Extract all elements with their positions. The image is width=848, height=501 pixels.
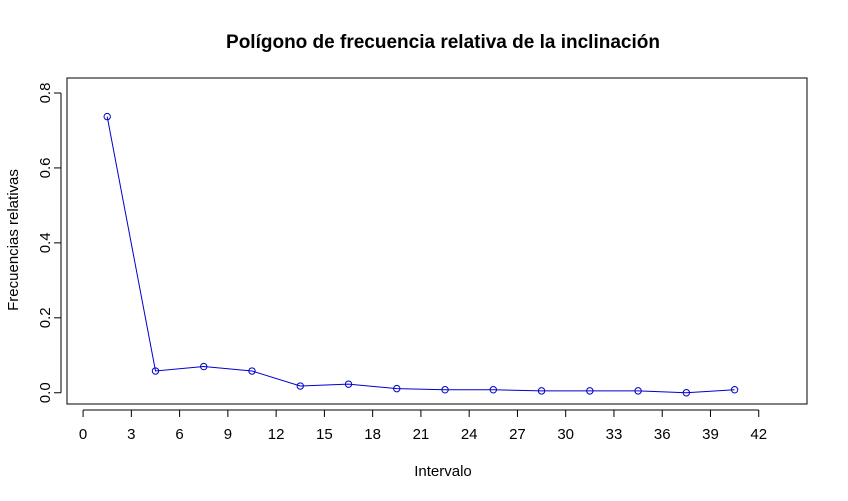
x-tick-label: 39 [702, 426, 719, 443]
y-axis: 0.0 0.2 0.4 0.6 0.8 [37, 83, 62, 403]
y-axis-label: Frecuencias relativas [5, 169, 22, 311]
data-point [634, 387, 642, 395]
series-layer [103, 112, 739, 397]
x-axis: 0 3 6 9 12 15 18 21 24 27 30 33 36 39 42 [79, 409, 767, 443]
data-point [151, 367, 160, 375]
x-tick-label: 33 [606, 426, 623, 443]
y-tick-label: 0.0 [37, 382, 54, 403]
y-tick-label: 0.4 [37, 232, 54, 253]
x-tick-label: 12 [268, 426, 285, 443]
data-point [200, 362, 208, 371]
data-point [103, 112, 111, 121]
y-tick-label: 0.2 [37, 307, 54, 328]
x-tick-label: 3 [127, 426, 135, 443]
x-tick-label: 27 [509, 426, 526, 443]
x-tick-label: 42 [750, 426, 767, 443]
data-point [730, 386, 739, 394]
data-point [344, 380, 353, 388]
x-tick-label: 30 [557, 426, 574, 443]
data-point [248, 367, 256, 375]
data-point [393, 384, 401, 393]
data-point [586, 387, 594, 395]
data-point [682, 389, 691, 397]
y-tick-label: 0.6 [37, 158, 54, 179]
x-axis-label: Intervalo [414, 463, 472, 480]
x-tick-label: 0 [79, 426, 87, 443]
x-tick-label: 18 [364, 426, 381, 443]
data-point [441, 386, 449, 394]
x-tick-label: 9 [224, 426, 232, 443]
x-tick-label: 24 [461, 426, 478, 443]
x-tick-label: 21 [413, 426, 430, 443]
plot-frame [66, 77, 808, 405]
data-point [489, 386, 498, 394]
x-tick-label: 15 [316, 426, 333, 443]
data-point [296, 382, 304, 390]
x-tick-label: 36 [654, 426, 671, 443]
x-tick-label: 6 [175, 426, 183, 443]
series-line [106, 116, 735, 394]
data-point [537, 387, 546, 395]
chart-title: Polígono de frecuencia relativa de la in… [226, 32, 660, 53]
y-tick-label: 0.8 [37, 83, 54, 104]
